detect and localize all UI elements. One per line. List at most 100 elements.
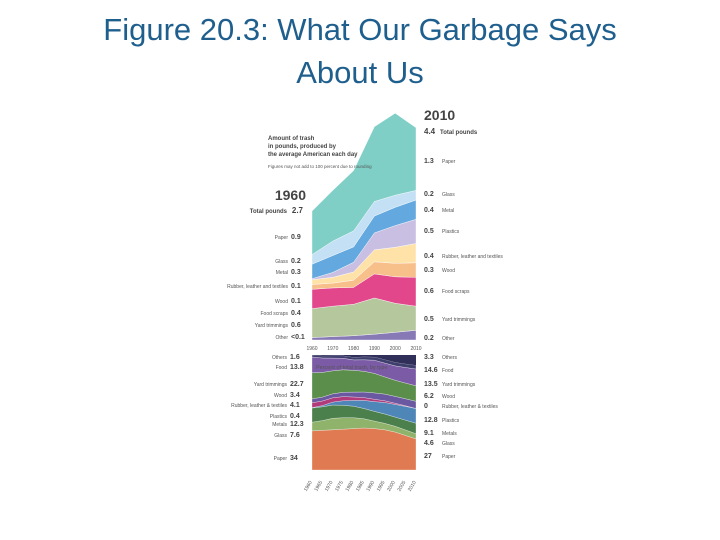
left-label-paper: Paper: [275, 235, 289, 241]
end-value-wood: 0.3: [424, 267, 434, 274]
x-tick-2010: 2010: [410, 346, 421, 352]
pct-x-tick-2010: 2010: [407, 480, 418, 493]
pct-x-tick-1990: 1990: [365, 480, 376, 493]
slide-title: Figure 20.3: What Our Garbage Says About…: [0, 8, 720, 94]
end-value-metal: 0.4: [424, 207, 434, 214]
start-value-other: <0.1: [291, 334, 305, 341]
start-year-label: 1960: [275, 187, 306, 203]
pct-start-value-yard-trimmings: 22.7: [290, 381, 304, 388]
right-label-wood: Wood: [442, 268, 455, 274]
pct-start-value-rubber-leather-textiles: 4.1: [290, 402, 300, 409]
pct-x-tick-1960: 1960: [303, 480, 314, 493]
pct-x-tick-1975: 1975: [334, 480, 345, 493]
pct-start-value-glass: 7.6: [290, 432, 300, 439]
pct-start-value-plastics: 0.4: [290, 413, 300, 420]
start-value-wood: 0.1: [291, 298, 301, 305]
pct-left-label-rubber-leather-textiles: Rubber, leather & textiles: [231, 403, 287, 409]
left-label-plastics: Plastics: [271, 0, 289, 2]
pct-x-tick-2000: 2000: [386, 480, 397, 493]
pct-end-value-rubber-leather-textiles: 0: [424, 403, 428, 410]
pct-x-tick-1995: 1995: [376, 480, 387, 493]
pct-left-label-plastics: Plastics: [270, 414, 288, 420]
slide-title-line-1: Figure 20.3: What Our Garbage Says: [103, 12, 617, 47]
left-label-wood: Wood: [275, 299, 288, 305]
end-value-paper: 1.3: [424, 158, 434, 165]
start-value-rubber-leather-and-textiles: 0.1: [291, 283, 301, 290]
pct-end-value-others: 3.3: [424, 354, 434, 361]
end-value-other: 0.2: [424, 335, 434, 342]
end-year-label: 2010: [424, 107, 455, 123]
start-value-paper: 0.9: [291, 234, 301, 241]
total-1960: 2.7: [292, 206, 304, 215]
pct-area-paper: [311, 427, 417, 471]
pct-area-remainder: [312, 355, 416, 366]
pct-end-value-glass: 4.6: [424, 440, 434, 447]
start-value-plastics: <0.1: [291, 0, 305, 2]
end-value-yard-trimmings: 0.5: [424, 316, 434, 323]
pct-end-value-wood: 6.2: [424, 393, 434, 400]
start-value-food-scraps: 0.4: [291, 310, 301, 317]
pct-end-value-food: 14.6: [424, 367, 438, 374]
end-value-plastics: 0.5: [424, 228, 434, 235]
pct-x-tick-2005: 2005: [397, 480, 408, 493]
pct-end-value-plastics: 12.8: [424, 417, 438, 424]
pct-x-tick-1965: 1965: [313, 480, 324, 493]
slide-title-line-2: About Us: [296, 55, 424, 90]
pct-left-label-food: Food: [276, 365, 288, 371]
total-label-left: Total pounds: [250, 209, 288, 215]
end-value-glass: 0.2: [424, 191, 434, 198]
right-label-metal: Metal: [442, 208, 454, 214]
x-tick-1990: 1990: [369, 346, 380, 352]
chart-note: Figures may not add to 100 percent due t…: [268, 164, 372, 169]
pct-left-label-glass: Glass: [274, 433, 287, 439]
pct-start-value-others: 1.6: [290, 354, 300, 361]
pct-area-others: [311, 354, 417, 370]
left-label-food-scraps: Food scraps: [260, 311, 288, 317]
pct-right-label-rubber-leather-textiles: Rubber, leather & textiles: [442, 404, 498, 410]
x-tick-1980: 1980: [348, 346, 359, 352]
right-label-food-scraps: Food scraps: [442, 289, 470, 295]
pct-left-label-paper: Paper: [274, 456, 288, 462]
area-paper: [311, 112, 417, 255]
pct-start-value-food: 13.8: [290, 364, 304, 371]
pct-x-tick-1985: 1985: [355, 480, 366, 493]
chart-title: Amount of trash in pounds, produced by the…: [268, 136, 358, 158]
left-label-metal: Metal: [276, 270, 288, 276]
pct-end-value-yard-trimmings: 13.5: [424, 381, 438, 388]
right-label-other: Other: [442, 336, 455, 342]
x-tick-2000: 2000: [390, 346, 401, 352]
pct-start-value-wood: 3.4: [290, 392, 300, 399]
pct-right-label-others: Others: [442, 355, 458, 361]
total-2010: 4.4: [424, 127, 436, 136]
left-label-other: Other: [275, 335, 288, 341]
pct-right-label-wood: Wood: [442, 394, 455, 400]
pct-right-label-metals: Metals: [442, 431, 457, 437]
pct-left-label-metals: Metals: [272, 422, 287, 428]
right-label-paper: Paper: [442, 159, 456, 165]
pct-x-tick-1980: 1980: [345, 480, 356, 493]
pct-start-value-metals: 12.3: [290, 421, 304, 428]
pct-right-label-plastics: Plastics: [442, 418, 460, 424]
start-value-glass: 0.2: [291, 258, 301, 265]
left-label-rubber-leather-and-textiles: Rubber, leather and textiles: [227, 284, 288, 290]
pct-right-label-paper: Paper: [442, 454, 456, 460]
trash-amount-area-chart: 1960 1970 1980 1990 2000 2010 Amount of trash i…: [227, 0, 503, 352]
pct-right-label-yard-trimmings: Yard trimmings: [442, 382, 476, 388]
pct-right-label-food: Food: [442, 368, 454, 374]
x-tick-1970: 1970: [327, 346, 338, 352]
end-value-food-scraps: 0.6: [424, 288, 434, 295]
pct-end-value-paper: 27: [424, 453, 432, 460]
total-label-right: Total pounds: [440, 130, 478, 136]
right-label-glass: Glass: [442, 192, 455, 198]
x-tick-1960: 1960: [306, 346, 317, 352]
end-value-rubber-leather-and-textiles: 0.4: [424, 253, 434, 260]
pct-left-label-yard-trimmings: Yard trimmings: [254, 382, 288, 388]
pct-right-label-glass: Glass: [442, 441, 455, 447]
start-value-yard-trimmings: 0.6: [291, 322, 301, 329]
pct-end-value-metals: 9.1: [424, 430, 434, 437]
start-value-metal: 0.3: [291, 269, 301, 276]
pct-left-label-others: Others: [272, 355, 288, 361]
right-label-yard-trimmings: Yard trimmings: [442, 317, 476, 323]
